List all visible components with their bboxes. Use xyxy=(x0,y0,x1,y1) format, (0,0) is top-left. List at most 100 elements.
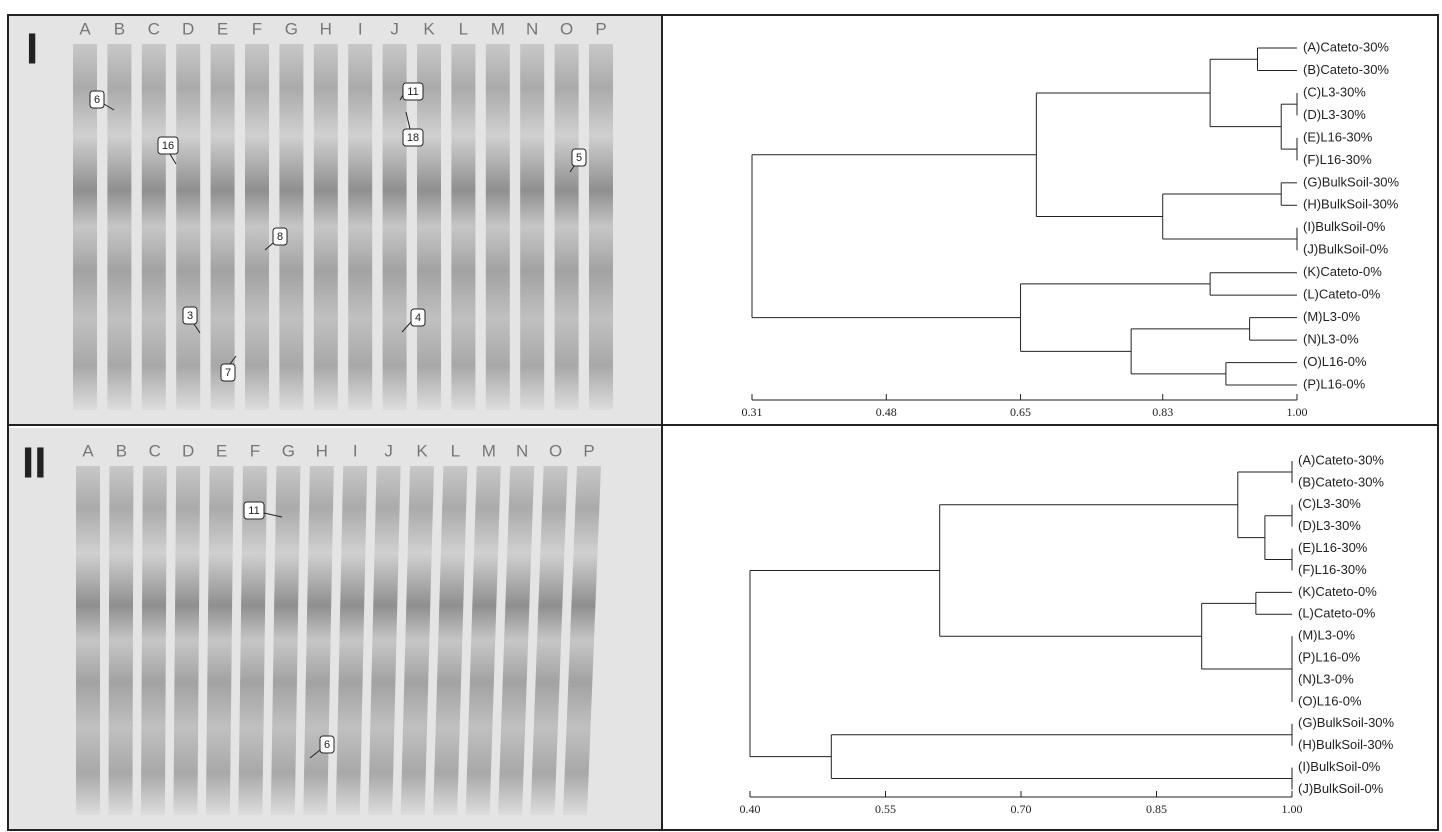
leaf-label: (I)BulkSoil-0% xyxy=(1298,759,1381,774)
leaf-label: (E)L16-30% xyxy=(1298,540,1368,555)
lane-label: F xyxy=(252,19,262,38)
gel-lane xyxy=(451,44,475,410)
lane-label: N xyxy=(516,441,528,460)
lane-label: M xyxy=(491,19,505,38)
x-tick-label: 0.31 xyxy=(742,405,763,419)
lane-label: O xyxy=(560,19,573,38)
lane-label: P xyxy=(595,19,606,38)
gel-lane xyxy=(555,44,579,410)
gel-lane xyxy=(107,44,131,410)
lane-label: B xyxy=(116,441,127,460)
x-tick-label: 0.65 xyxy=(1010,405,1031,419)
gel-lane xyxy=(142,44,166,410)
lane-label: M xyxy=(482,441,496,460)
band-label: 6 xyxy=(324,739,330,751)
leaf-label: (G)BulkSoil-30% xyxy=(1303,174,1400,189)
band-label: 6 xyxy=(94,94,100,106)
lane-label: C xyxy=(148,19,160,38)
x-tick-label: 0.70 xyxy=(1011,802,1032,816)
leaf-label: (C)L3-30% xyxy=(1298,496,1361,511)
lane-label: C xyxy=(149,441,161,460)
lane-label: J xyxy=(384,441,393,460)
x-tick-label: 0.40 xyxy=(740,802,761,816)
lane-label: F xyxy=(250,441,260,460)
gel-lane xyxy=(206,466,234,815)
lane-label: L xyxy=(459,19,468,38)
leaf-label: (P)L16-0% xyxy=(1298,650,1361,665)
gel-lane xyxy=(279,44,303,410)
lane-label: J xyxy=(390,19,399,38)
gel-lane xyxy=(245,44,269,410)
gel-lane xyxy=(589,44,613,410)
band-label: 3 xyxy=(187,310,193,322)
leaf-label: (D)L3-30% xyxy=(1303,107,1366,122)
lane-label: H xyxy=(316,441,328,460)
gel-lane xyxy=(314,44,338,410)
panel-label: II xyxy=(22,439,46,488)
leaf-label: (F)L16-30% xyxy=(1303,152,1372,167)
leaf-label: (H)BulkSoil-30% xyxy=(1298,737,1394,752)
leaf-label: (J)BulkSoil-0% xyxy=(1298,781,1384,796)
leaf-label: (D)L3-30% xyxy=(1298,518,1361,533)
gel-lane xyxy=(211,44,235,410)
lane-label: N xyxy=(526,19,538,38)
x-tick-label: 0.55 xyxy=(875,802,896,816)
leaf-label: (N)L3-0% xyxy=(1303,332,1359,347)
band-label: 11 xyxy=(407,86,418,98)
leaf-label: (K)Cateto-0% xyxy=(1298,584,1377,599)
leaf-label: (N)L3-0% xyxy=(1298,671,1354,686)
gel-lane xyxy=(348,44,372,410)
gel-lane xyxy=(520,44,544,410)
lane-label: A xyxy=(79,19,91,38)
band-label: 5 xyxy=(576,152,582,164)
gel-lane xyxy=(76,466,100,815)
lane-label: K xyxy=(423,19,435,38)
band-label: 8 xyxy=(277,231,283,243)
leaf-label: (L)Cateto-0% xyxy=(1303,287,1381,302)
lane-label: D xyxy=(182,441,194,460)
leaf-label: (O)L16-0% xyxy=(1303,354,1367,369)
lane-label: H xyxy=(320,19,332,38)
leaf-label: (E)L16-30% xyxy=(1303,129,1373,144)
figure: I II 6 16 11 18 5 8 3 4 7 11 6 ABCDEFGHI… xyxy=(0,0,1442,832)
band-label: 7 xyxy=(225,367,231,379)
leaf-label: (I)BulkSoil-0% xyxy=(1303,219,1386,234)
x-tick-label: 1.00 xyxy=(1287,405,1308,419)
leaf-label: (J)BulkSoil-0% xyxy=(1303,242,1389,257)
leaf-label: (M)L3-0% xyxy=(1303,309,1361,324)
gel-lane xyxy=(173,466,200,815)
leaf-label: (G)BulkSoil-30% xyxy=(1298,715,1395,730)
lane-label: O xyxy=(549,441,562,460)
lane-label: K xyxy=(416,441,428,460)
leaf-label: (A)Cateto-30% xyxy=(1303,39,1389,54)
lane-label: I xyxy=(353,441,358,460)
lane-label: L xyxy=(451,441,460,460)
leaf-label: (A)Cateto-30% xyxy=(1298,452,1384,467)
x-tick-label: 0.85 xyxy=(1146,802,1167,816)
band-label: 11 xyxy=(248,505,259,517)
callout: 11 xyxy=(400,83,423,100)
leaf-label: (C)L3-30% xyxy=(1303,84,1366,99)
lane-label: B xyxy=(114,19,125,38)
panel-label: I xyxy=(26,25,38,74)
lane-label: A xyxy=(82,441,94,460)
lane-label: D xyxy=(182,19,194,38)
lane-label: G xyxy=(285,19,298,38)
lane-label: E xyxy=(217,19,228,38)
lane-label: G xyxy=(282,441,295,460)
leaf-label: (M)L3-0% xyxy=(1298,628,1356,643)
leaf-label: (P)L16-0% xyxy=(1303,376,1366,391)
band-label: 16 xyxy=(162,140,174,152)
lane-label: P xyxy=(583,441,594,460)
x-tick-label: 0.83 xyxy=(1152,405,1173,419)
lane-label: I xyxy=(358,19,363,38)
x-tick-label: 1.00 xyxy=(1282,802,1303,816)
band-label: 18 xyxy=(407,132,419,144)
leaf-label: (F)L16-30% xyxy=(1298,562,1367,577)
leaf-label: (B)Cateto-30% xyxy=(1298,474,1384,489)
leaf-label: (K)Cateto-0% xyxy=(1303,264,1382,279)
gel-lane xyxy=(176,44,200,410)
gel-lane xyxy=(486,44,510,410)
gel-lane xyxy=(108,466,133,815)
lane-label: E xyxy=(216,441,227,460)
